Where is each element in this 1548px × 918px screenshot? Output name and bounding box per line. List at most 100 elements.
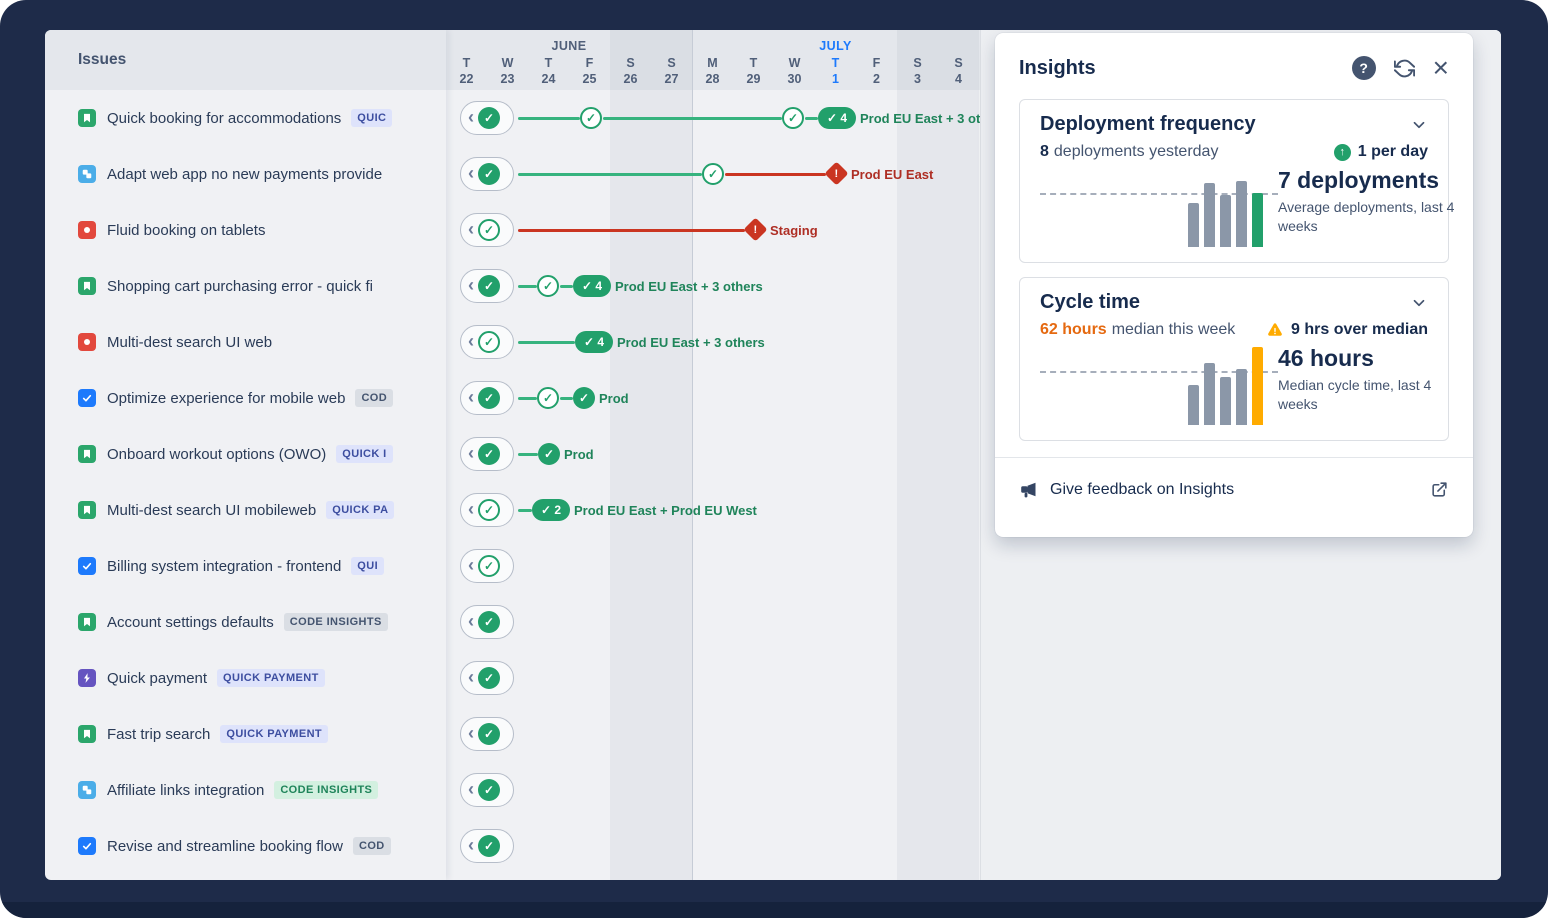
timeline-row-expand-pill[interactable]: ‹ ✓ (460, 605, 514, 639)
issue-row[interactable]: Revise and streamline booking flow COD (45, 818, 446, 874)
deployments-average-caption: Average deployments, last 4 weeks (1278, 199, 1455, 234)
chevron-left-icon: ‹ (468, 666, 474, 687)
timeline-connector-line (560, 284, 573, 288)
month-divider-line (692, 30, 693, 880)
issue-label-badge: QUIC (351, 109, 393, 127)
cycle-time-value: 62 hours (1040, 321, 1107, 338)
deployment-warning-icon[interactable]: ! (743, 217, 768, 242)
timeline-row: ‹ ✓ (446, 706, 980, 762)
day-column-header: T 29 (746, 56, 761, 86)
timeline-row-expand-pill[interactable]: ‹ ✓ (460, 717, 514, 751)
deployment-environment-label: Prod EU East (851, 167, 934, 182)
timeline-row-expand-pill[interactable]: ‹ ✓ (460, 101, 514, 135)
issue-label-badge: CODE INSIGHTS (283, 613, 388, 631)
status-check-icon: ✓ (478, 835, 500, 857)
chevron-down-icon[interactable] (1410, 116, 1428, 134)
status-check-icon: ✓ (478, 499, 500, 521)
issue-row[interactable]: Adapt web app no new payments provide (45, 146, 446, 202)
timeline-row-expand-pill[interactable]: ‹ ✓ (460, 269, 514, 303)
cycle-time-label: median this week (1111, 321, 1236, 338)
issue-row[interactable]: Optimize experience for mobile web COD (45, 370, 446, 426)
weekend-column-shade (610, 30, 651, 880)
issue-row[interactable]: Quick payment QUICK PAYMENT (45, 650, 446, 706)
deployment-count-badge[interactable]: ✓ 4 (573, 275, 612, 297)
refresh-icon[interactable] (1393, 58, 1415, 79)
insights-header: Insights ? × (1019, 51, 1449, 85)
issue-title: Account settings defaults (107, 613, 274, 631)
issue-row[interactable]: Shopping cart purchasing error - quick f… (45, 258, 446, 314)
status-check-icon: ✓ (478, 219, 500, 241)
status-check-icon: ✓ (478, 107, 500, 129)
timeline-row-expand-pill[interactable]: ‹ ✓ (460, 381, 514, 415)
weekend-column-shade (938, 30, 979, 880)
story-issue-type-icon (78, 109, 96, 127)
issue-row[interactable]: Fast trip search QUICK PAYMENT (45, 706, 446, 762)
warning-icon (1266, 321, 1284, 339)
issue-row[interactable]: Multi-dest search UI mobileweb QUICK PA (45, 482, 446, 538)
timeline-row: ‹ ✓ (446, 650, 980, 706)
deployment-check-icon[interactable]: ✓ (537, 275, 559, 297)
month-label: JUNE (551, 39, 587, 53)
issue-label-badge: QUI (351, 557, 385, 575)
close-icon[interactable]: × (1432, 51, 1449, 83)
deployment-count-badge[interactable]: ✓ 4 (575, 331, 614, 353)
issue-row[interactable]: Fluid booking on tablets (45, 202, 446, 258)
timeline-row: ‹ ✓ ✓! Prod EU East (446, 146, 980, 202)
issue-label-badge: QUICK PAYMENT (217, 669, 325, 687)
issue-row[interactable]: Quick booking for accommodations QUIC (45, 90, 446, 146)
help-icon[interactable]: ? (1351, 56, 1376, 80)
deployment-frequency-chart: 7 deployments Average deployments, last … (1040, 167, 1454, 247)
deployment-environment-label: Prod (564, 447, 594, 462)
issue-row[interactable]: Account settings defaults CODE INSIGHTS (45, 594, 446, 650)
timeline-row-expand-pill[interactable]: ‹ ✓ (460, 325, 514, 359)
feedback-link[interactable]: Give feedback on Insights (1050, 480, 1235, 498)
timeline-row-expand-pill[interactable]: ‹ ✓ (460, 661, 514, 695)
issue-title: Affiliate links integration (107, 781, 265, 799)
external-link-icon[interactable] (1430, 480, 1449, 499)
timeline-row: ‹ ✓! Staging (446, 202, 980, 258)
deployment-frequency-card: Deployment frequency 8 deployments yeste… (1019, 99, 1454, 263)
insights-feedback-row[interactable]: Give feedback on Insights (995, 457, 1473, 507)
chart-bar (1204, 183, 1215, 247)
chevron-left-icon: ‹ (468, 610, 474, 631)
status-check-icon: ✓ (478, 275, 500, 297)
timeline-row-expand-pill[interactable]: ‹ ✓ (460, 157, 514, 191)
chevron-left-icon: ‹ (468, 162, 474, 183)
trend-up-icon: ↑ (1333, 143, 1351, 161)
deployment-check-icon[interactable]: ✓ (573, 387, 595, 409)
task-issue-type-icon (78, 389, 96, 407)
deployment-environment-label: Staging (770, 223, 818, 238)
timeline-row-expand-pill[interactable]: ‹ ✓ (460, 549, 514, 583)
timeline-panel: JUNE JULY T 22 W 23 T 24 F 25 S 26 S 27 M 28 T 29 W 30 T 1 F 2 S… (446, 30, 980, 880)
status-check-icon: ✓ (478, 331, 500, 353)
day-column-header: T 24 (541, 56, 556, 86)
timeline-row-expand-pill[interactable]: ‹ ✓ (460, 493, 514, 527)
timeline-row-expand-pill[interactable]: ‹ ✓ (460, 773, 514, 807)
deployment-warning-icon[interactable]: ! (824, 161, 849, 186)
chart-highlight-bar (1252, 347, 1263, 425)
deployments-count: 8 (1040, 143, 1049, 160)
bug-issue-type-icon (78, 333, 96, 351)
deployment-check-icon[interactable]: ✓ (580, 107, 602, 129)
issue-row[interactable]: Affiliate links integration CODE INSIGHTS (45, 762, 446, 818)
deployment-count-badge[interactable]: ✓ 4 (818, 107, 857, 129)
deployment-check-icon[interactable]: ✓ (537, 387, 559, 409)
deployment-check-icon[interactable]: ✓ (782, 107, 804, 129)
deployment-check-icon[interactable]: ✓ (538, 443, 560, 465)
timeline-row-expand-pill[interactable]: ‹ ✓ (460, 829, 514, 863)
issue-title: Revise and streamline booking flow (107, 837, 343, 855)
day-column-header: T 22 (459, 56, 474, 86)
issue-row[interactable]: Billing system integration - frontend QUI (45, 538, 446, 594)
issue-row[interactable]: Onboard workout options (OWO) QUICK I (45, 426, 446, 482)
issue-label-badge: CODE INSIGHTS (274, 781, 379, 799)
average-dashed-line (1040, 193, 1278, 195)
deployment-check-icon[interactable]: ✓ (702, 163, 724, 185)
timeline-row: ‹ ✓ ✓ ✓ 4 Prod EU East + 3 others (446, 258, 980, 314)
timeline-row-expand-pill[interactable]: ‹ ✓ (460, 213, 514, 247)
chart-bar (1204, 363, 1215, 425)
deployment-count-badge[interactable]: ✓ 2 (532, 499, 571, 521)
chevron-down-icon[interactable] (1410, 294, 1428, 312)
issue-row[interactable]: Multi-dest search UI web (45, 314, 446, 370)
timeline-row-expand-pill[interactable]: ‹ ✓ (460, 437, 514, 471)
